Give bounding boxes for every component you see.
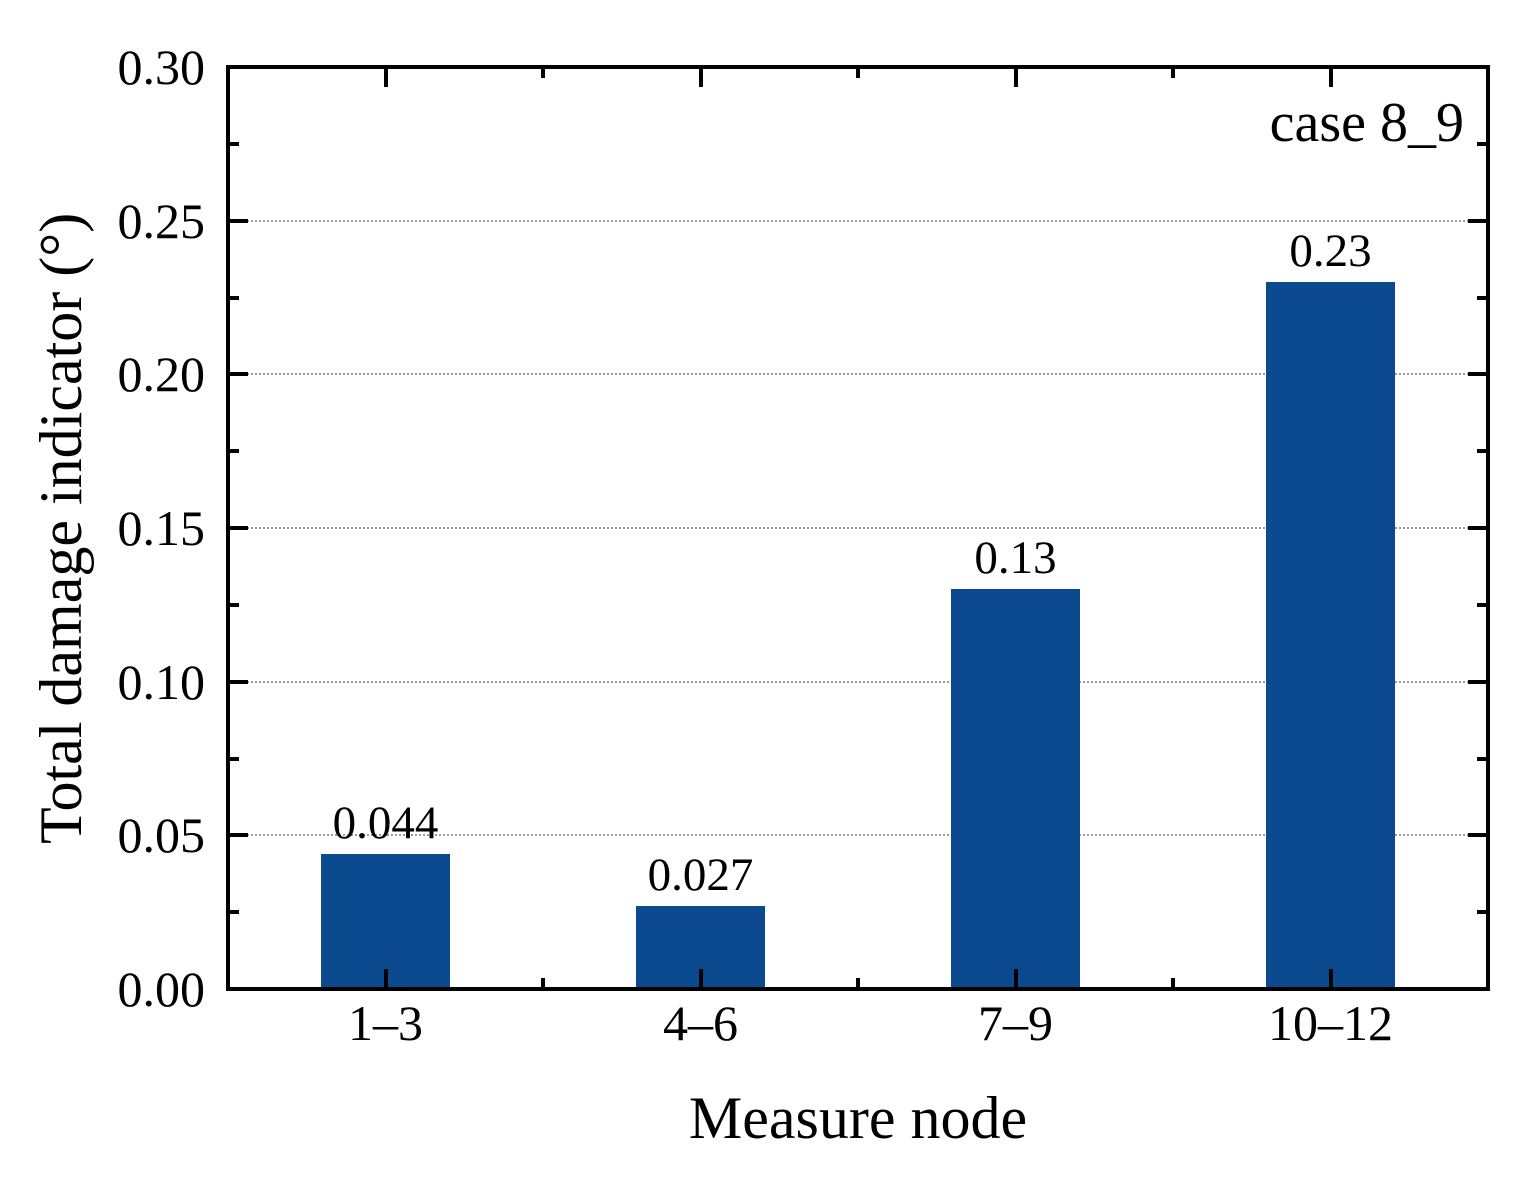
x-minor-tick (1171, 978, 1175, 989)
x-axis-title: Measure node (688, 1085, 1028, 1151)
y-tick-label: 0.15 (117, 500, 206, 556)
y-tick-label: 0.30 (117, 39, 206, 95)
axis-spine-right (1486, 65, 1490, 991)
y-minor-tick (228, 910, 239, 915)
y-major-tick (1468, 372, 1488, 377)
y-tick-label: 0.20 (117, 346, 206, 403)
gridline (228, 680, 1488, 683)
x-major-tick (1328, 67, 1333, 87)
y-minor-tick (228, 602, 239, 607)
x-major-tick (1013, 969, 1018, 989)
x-minor-tick (856, 67, 860, 78)
y-major-tick (228, 65, 248, 69)
x-major-tick (698, 67, 703, 87)
y-major-tick (228, 833, 248, 838)
x-minor-tick (541, 978, 545, 989)
y-major-tick (1468, 218, 1488, 223)
x-tick-label: 4–6 (663, 995, 738, 1051)
bar (951, 589, 1080, 989)
y-minor-tick (1477, 602, 1488, 607)
axis-spine-bottom (226, 987, 1490, 991)
bar (1266, 282, 1395, 989)
gridline (228, 834, 1488, 837)
y-minor-tick (1477, 141, 1488, 146)
y-minor-tick (228, 449, 239, 454)
y-minor-tick (1477, 910, 1488, 915)
y-tick-label: 0.25 (117, 192, 206, 249)
y-minor-tick (1477, 449, 1488, 454)
x-major-tick (1013, 67, 1018, 87)
y-major-tick (228, 218, 248, 223)
x-major-tick (698, 969, 703, 989)
x-minor-tick (856, 978, 860, 989)
y-tick-label: 0.05 (117, 807, 206, 864)
y-tick-label: 0.10 (117, 653, 206, 710)
y-major-tick (1468, 526, 1488, 530)
gridline (228, 527, 1488, 529)
bar-value-label: 0.13 (974, 532, 1057, 585)
x-major-tick (383, 969, 388, 989)
gridline (228, 373, 1488, 376)
plot-area: case 8_9 0.044 0.027 0.13 0.23 (226, 65, 1490, 991)
x-minor-tick (541, 67, 545, 78)
x-tick-label: 10–12 (1268, 995, 1393, 1051)
x-minor-tick (1171, 67, 1175, 78)
bar-value-label: 0.23 (1289, 225, 1372, 278)
y-axis-title: Total damage indicator (°) (28, 212, 94, 844)
y-major-tick (1468, 987, 1488, 991)
bar (321, 853, 450, 989)
x-major-tick (1328, 969, 1333, 989)
bar-value-label: 0.027 (647, 849, 754, 902)
x-major-tick (383, 67, 388, 87)
y-minor-tick (228, 141, 239, 146)
gridline (228, 219, 1488, 222)
case-annotation: case 8_9 (1269, 92, 1464, 154)
y-major-tick (228, 679, 248, 684)
y-minor-tick (1477, 756, 1488, 761)
y-minor-tick (1477, 295, 1488, 300)
x-tick-label: 7–9 (978, 995, 1053, 1051)
y-minor-tick (228, 756, 239, 761)
y-major-tick (1468, 65, 1488, 69)
y-tick-label: 0.00 (117, 961, 206, 1017)
y-major-tick (1468, 679, 1488, 684)
y-major-tick (1468, 833, 1488, 838)
y-major-tick (228, 372, 248, 377)
x-tick-label: 1–3 (348, 995, 423, 1051)
bar-value-label: 0.044 (332, 796, 439, 849)
y-major-tick (228, 526, 248, 530)
y-minor-tick (228, 295, 239, 300)
y-major-tick (228, 987, 248, 991)
